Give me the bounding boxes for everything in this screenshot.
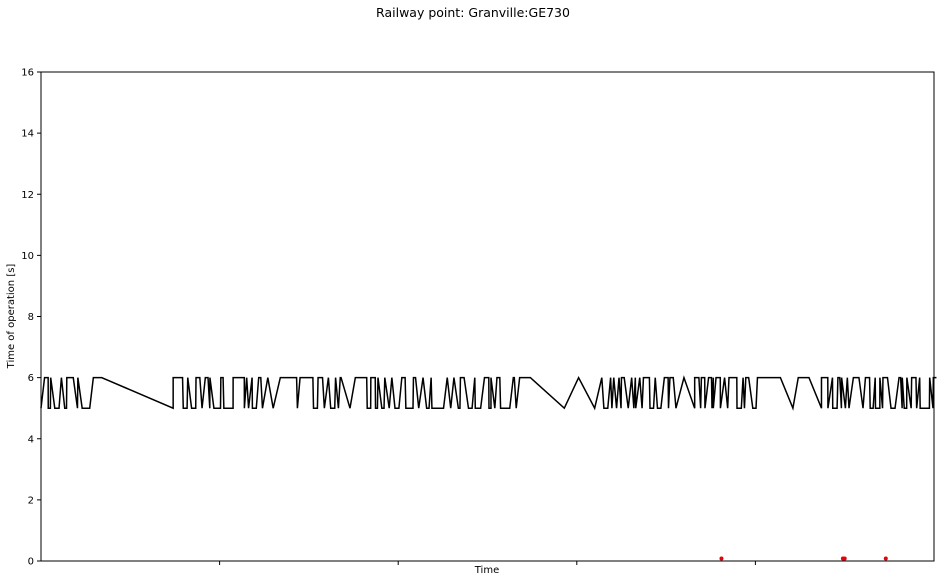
marker-point bbox=[842, 556, 847, 561]
plot-frame bbox=[40, 71, 935, 562]
series-markers bbox=[719, 556, 888, 561]
chart-title: Railway point: Granville:GE730 bbox=[376, 5, 570, 20]
y-tick-label: 8 bbox=[28, 312, 34, 323]
x-axis-label: Time bbox=[474, 565, 499, 576]
marker-point bbox=[719, 556, 724, 561]
y-axis-label: Time of operation [s] bbox=[6, 264, 17, 370]
y-tick-label: 14 bbox=[21, 129, 34, 140]
y-tick-label: 12 bbox=[21, 190, 34, 201]
y-tick-label: 0 bbox=[28, 557, 34, 568]
marker-point bbox=[883, 556, 888, 561]
series-line-path bbox=[40, 375, 937, 411]
y-tick-label: 16 bbox=[21, 68, 34, 79]
x-axis bbox=[219, 561, 756, 565]
series-line bbox=[40, 375, 937, 411]
y-tick-label: 4 bbox=[28, 434, 34, 445]
y-tick-label: 6 bbox=[28, 373, 34, 384]
y-tick-label: 10 bbox=[21, 251, 34, 262]
y-tick-label: 2 bbox=[28, 495, 34, 506]
y-axis: 0 2 4 6 8 10 12 14 16 bbox=[21, 68, 41, 568]
